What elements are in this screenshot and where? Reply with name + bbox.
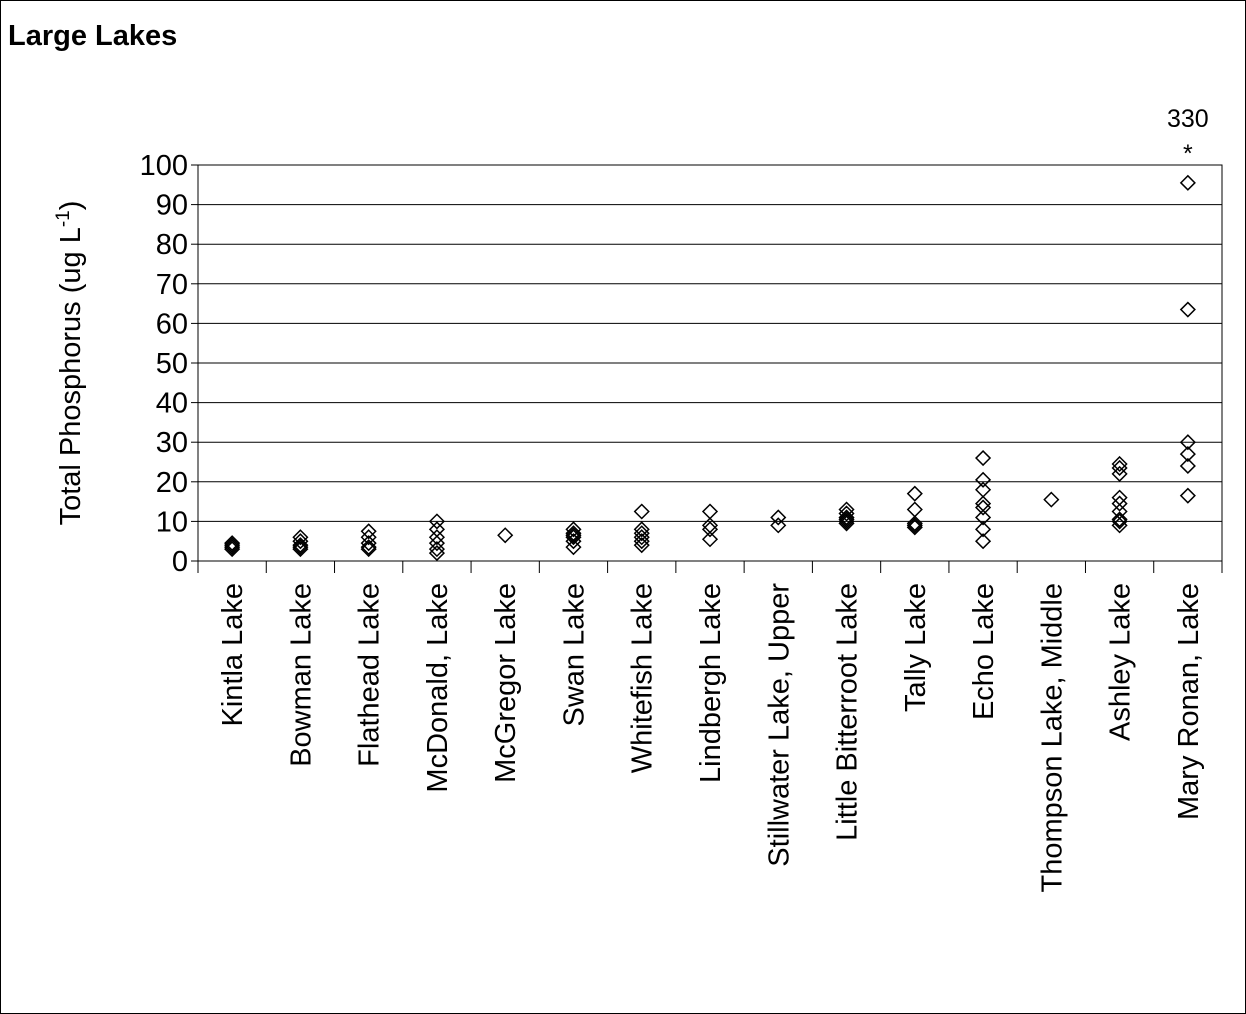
x-category-label: McGregor Lake — [490, 583, 522, 783]
y-tick-label: 50 — [156, 348, 188, 380]
data-point — [565, 527, 582, 544]
data-point — [1111, 465, 1128, 482]
data-point — [906, 485, 923, 502]
data-point — [565, 539, 582, 556]
data-point — [838, 501, 855, 518]
data-point — [428, 545, 445, 562]
data-point — [360, 535, 377, 552]
data-point — [975, 471, 992, 488]
x-category-label: Kintla Lake — [217, 583, 249, 727]
data-point — [292, 529, 309, 546]
data-point — [975, 533, 992, 550]
data-point — [770, 517, 787, 534]
data-point — [975, 495, 992, 512]
data-point — [701, 517, 719, 534]
data-point — [1111, 489, 1128, 506]
data-point — [1179, 434, 1196, 451]
data-point — [975, 481, 992, 498]
x-category-label: Whitefish Lake — [627, 583, 659, 773]
data-point — [360, 523, 377, 540]
y-tick-label: 90 — [156, 190, 188, 222]
data-point — [428, 521, 445, 538]
data-point — [1179, 487, 1196, 504]
data-point — [975, 449, 992, 467]
data-point — [1111, 513, 1128, 530]
x-category-label: Little Bitterroot Lake — [832, 583, 864, 841]
data-point — [224, 535, 241, 552]
data-point — [906, 515, 923, 532]
x-category-label: Flathead Lake — [354, 583, 386, 767]
data-point — [770, 509, 787, 526]
y-axis-title: Total Phosphorus (ug L-1) — [53, 201, 87, 526]
data-point — [906, 517, 923, 534]
data-point — [1111, 455, 1128, 473]
y-tick-label: 70 — [156, 269, 188, 301]
data-point — [1111, 495, 1128, 512]
data-point — [1179, 457, 1196, 475]
data-point — [565, 521, 582, 538]
data-point — [1179, 446, 1196, 463]
x-category-label: McDonald, Lake — [422, 583, 454, 793]
x-category-label: Ashley Lake — [1105, 583, 1137, 741]
data-point — [1179, 174, 1196, 191]
data-point — [701, 503, 719, 520]
data-point — [975, 509, 992, 526]
data-point — [428, 535, 445, 552]
data-point — [428, 529, 445, 546]
y-tick-label: 30 — [156, 427, 188, 459]
y-tick-label: 40 — [156, 388, 188, 420]
x-category-label: Tally Lake — [900, 583, 932, 712]
data-point — [701, 521, 719, 538]
data-point — [1111, 503, 1128, 520]
data-point — [906, 501, 923, 518]
x-category-label: Lindbergh Lake — [695, 583, 727, 783]
data-point — [838, 511, 855, 528]
y-tick-label: 100 — [140, 150, 188, 182]
y-tick-label: 0 — [172, 546, 188, 578]
data-point — [1179, 301, 1196, 318]
data-point — [497, 527, 514, 544]
data-point — [975, 499, 992, 516]
data-point — [633, 503, 650, 520]
x-category-label: Stillwater Lake, Upper — [763, 583, 795, 867]
data-point — [224, 537, 241, 554]
chart-title: Large Lakes — [8, 20, 178, 52]
data-point — [1043, 491, 1060, 508]
data-point — [1111, 511, 1128, 528]
data-point — [360, 529, 377, 546]
x-category-label: Bowman Lake — [285, 583, 317, 767]
y-tick-label: 80 — [156, 229, 188, 261]
annotation-asterisk: * — [1183, 140, 1193, 168]
data-point — [701, 531, 719, 548]
y-tick-label: 20 — [156, 467, 188, 499]
data-point — [292, 539, 309, 556]
annotation-value: 330 — [1167, 105, 1209, 133]
data-point — [975, 521, 992, 538]
data-point — [360, 541, 377, 558]
data-point — [428, 541, 445, 558]
y-tick-label: 10 — [156, 506, 188, 538]
data-point — [428, 513, 445, 530]
x-category-label: Thompson Lake, Middle — [1036, 583, 1068, 893]
x-category-label: Echo Lake — [968, 583, 1000, 720]
data-point — [633, 521, 650, 538]
y-tick-label: 60 — [156, 308, 188, 340]
x-category-label: Swan Lake — [558, 583, 590, 727]
x-category-label: Mary Ronan, Lake — [1173, 583, 1205, 820]
